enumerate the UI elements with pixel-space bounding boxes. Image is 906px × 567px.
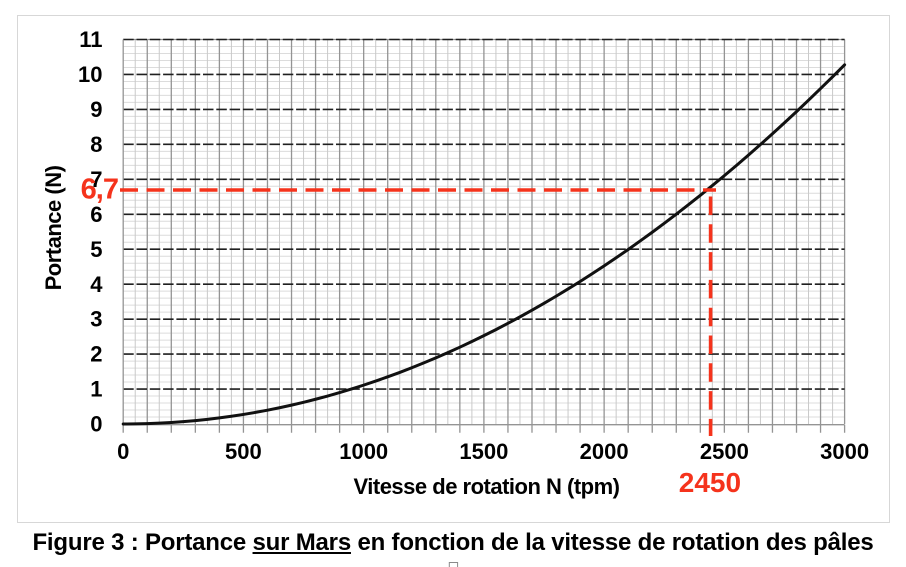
svg-text:11: 11: [79, 27, 102, 52]
svg-text:6,7: 6,7: [81, 173, 118, 205]
svg-text:7: 7: [90, 167, 102, 192]
svg-text:3000: 3000: [820, 439, 869, 464]
svg-text:1: 1: [90, 377, 102, 402]
svg-text:5: 5: [90, 237, 102, 262]
svg-text:2000: 2000: [580, 439, 629, 464]
svg-text:1500: 1500: [459, 439, 508, 464]
svg-text:Portance (N): Portance (N): [41, 165, 66, 290]
svg-text:1000: 1000: [339, 439, 388, 464]
svg-text:9: 9: [90, 97, 102, 122]
svg-text:10: 10: [78, 62, 102, 87]
svg-text:4: 4: [90, 272, 103, 297]
svg-text:0: 0: [117, 439, 129, 464]
svg-text:2500: 2500: [700, 439, 749, 464]
svg-text:8: 8: [90, 132, 102, 157]
svg-text:500: 500: [225, 439, 262, 464]
svg-text:2450: 2450: [679, 467, 741, 498]
svg-text:2: 2: [90, 342, 102, 367]
svg-text:6: 6: [90, 202, 102, 227]
svg-text:0: 0: [90, 412, 102, 437]
svg-text:3: 3: [90, 307, 102, 332]
svg-text:Vitesse de rotation N (tpm): Vitesse de rotation N (tpm): [353, 474, 619, 499]
